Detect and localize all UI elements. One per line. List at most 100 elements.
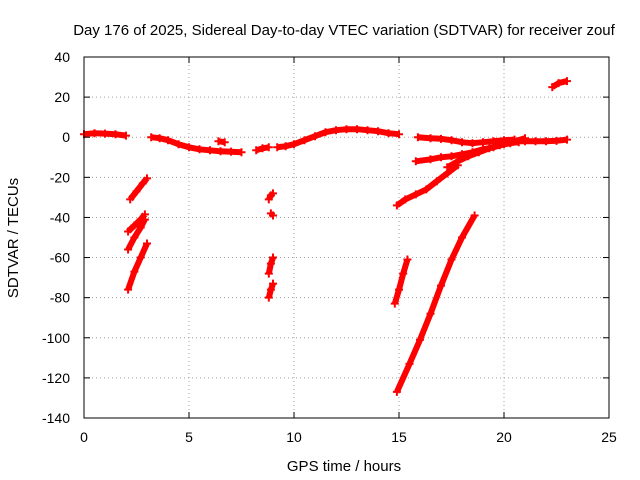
data-point bbox=[264, 143, 273, 152]
data-point bbox=[552, 136, 561, 145]
x-tick-label: 0 bbox=[80, 429, 88, 445]
series-arc-21 bbox=[264, 279, 277, 302]
data-point bbox=[392, 201, 401, 210]
data-point bbox=[266, 259, 275, 268]
series-arc-02 bbox=[147, 133, 246, 157]
series-line bbox=[125, 218, 148, 251]
data-point bbox=[269, 189, 277, 198]
data-point bbox=[453, 161, 462, 170]
data-point bbox=[237, 148, 246, 157]
series-line bbox=[127, 176, 150, 202]
series-arc-09 bbox=[443, 138, 523, 172]
data-point bbox=[554, 79, 563, 88]
tick-labels: 0 5 10 15 20 25 40 20 0 -20 -40 -60 -80 -100 -120 -140 bbox=[42, 49, 617, 445]
data-point bbox=[101, 129, 109, 138]
data-point bbox=[403, 255, 412, 264]
data-point bbox=[290, 140, 298, 149]
data-point bbox=[216, 147, 225, 156]
x-tick-label: 25 bbox=[601, 429, 617, 445]
series-arc-17 bbox=[124, 239, 151, 294]
data-point bbox=[227, 147, 235, 156]
y-tick-label: -80 bbox=[50, 290, 70, 306]
data-point bbox=[426, 309, 435, 318]
data-point bbox=[143, 174, 151, 183]
data-point bbox=[521, 134, 529, 143]
series-line bbox=[417, 134, 515, 147]
data-point bbox=[90, 129, 99, 138]
data-point bbox=[443, 169, 452, 178]
data-point bbox=[426, 134, 435, 143]
data-point bbox=[195, 145, 204, 154]
data-point bbox=[531, 137, 540, 146]
data-point bbox=[563, 135, 571, 144]
series-arc-14 bbox=[126, 174, 151, 204]
data-point bbox=[273, 143, 282, 152]
x-tick-label: 20 bbox=[496, 429, 512, 445]
data-point bbox=[132, 187, 141, 196]
data-point bbox=[264, 269, 273, 278]
data-point bbox=[332, 126, 340, 135]
data-point bbox=[384, 129, 393, 138]
data-point bbox=[252, 146, 261, 155]
data-point bbox=[548, 83, 557, 92]
data-point bbox=[514, 138, 523, 147]
y-tick-label: 40 bbox=[54, 49, 70, 65]
data-point bbox=[470, 211, 479, 220]
series-arc-20 bbox=[264, 253, 277, 278]
series-arc-10 bbox=[548, 77, 571, 92]
data-point bbox=[411, 157, 420, 166]
data-point bbox=[405, 359, 414, 368]
x-tick-label: 10 bbox=[286, 429, 302, 445]
data-point bbox=[542, 137, 550, 146]
series-arc-04 bbox=[252, 143, 273, 155]
data-point bbox=[164, 136, 172, 145]
data-point bbox=[136, 223, 145, 232]
data-point bbox=[143, 239, 151, 248]
y-tick-label: -100 bbox=[42, 330, 70, 346]
y-tick-label: 20 bbox=[54, 89, 70, 105]
data-point bbox=[264, 293, 273, 302]
y-tick-label: -120 bbox=[42, 370, 70, 386]
data-point bbox=[138, 179, 147, 188]
data-point bbox=[392, 387, 401, 396]
data-point bbox=[426, 155, 435, 164]
data-point bbox=[432, 177, 441, 186]
data-point bbox=[468, 139, 477, 148]
data-point bbox=[130, 221, 139, 230]
data-point bbox=[214, 137, 223, 146]
data-point bbox=[458, 138, 466, 147]
data-point bbox=[122, 131, 130, 140]
data-point bbox=[126, 195, 135, 204]
data-point bbox=[111, 130, 120, 139]
series-line bbox=[394, 213, 478, 394]
series-arc-12 bbox=[390, 255, 412, 308]
data-point bbox=[447, 136, 456, 145]
data-point bbox=[353, 125, 361, 134]
y-tick-label: 0 bbox=[62, 129, 70, 145]
data-point bbox=[300, 136, 309, 145]
data-point bbox=[206, 146, 214, 155]
data-point bbox=[130, 267, 139, 276]
data-point bbox=[506, 139, 515, 148]
data-point bbox=[437, 134, 445, 143]
data-point bbox=[458, 233, 466, 242]
data-point bbox=[447, 255, 456, 264]
data-point bbox=[401, 195, 410, 204]
chart-title: Day 176 of 2025, Sidereal Day-to-day VTE… bbox=[73, 22, 615, 39]
series-layer bbox=[80, 77, 571, 396]
data-point bbox=[495, 141, 504, 150]
y-axis-label: SDTVAR / TECUs bbox=[5, 178, 22, 298]
plot-frame bbox=[83, 56, 610, 419]
series-arc-19 bbox=[266, 209, 277, 220]
series-line bbox=[150, 134, 242, 156]
data-point bbox=[155, 134, 164, 143]
data-point bbox=[342, 125, 351, 134]
data-point bbox=[140, 215, 149, 224]
data-point bbox=[464, 152, 473, 161]
data-point bbox=[437, 153, 445, 162]
data-point bbox=[136, 253, 145, 262]
y-tick-label: -60 bbox=[50, 250, 70, 266]
series-arc-13 bbox=[392, 211, 479, 396]
series-arc-15 bbox=[124, 210, 149, 236]
x-tick-label: 15 bbox=[391, 429, 407, 445]
